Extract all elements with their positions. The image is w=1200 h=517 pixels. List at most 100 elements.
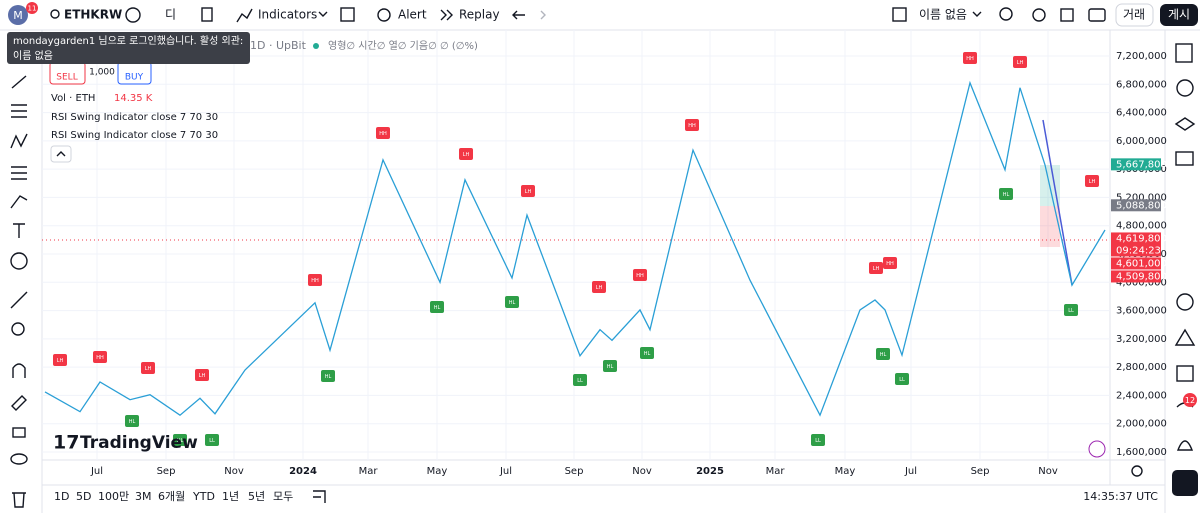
time-tick-label: 2024 xyxy=(289,466,317,477)
apps-button[interactable] xyxy=(1172,470,1198,496)
swing-marker xyxy=(505,296,519,308)
visibility[interactable] xyxy=(10,453,28,465)
swing-marker xyxy=(633,269,647,281)
interval[interactable]: 디 xyxy=(165,8,176,22)
time-tick-label: Mar xyxy=(766,466,786,477)
tooltip xyxy=(7,32,250,64)
volume-value: 14.35 K xyxy=(114,93,153,104)
swing-marker xyxy=(459,148,473,160)
pattern[interactable] xyxy=(10,133,28,149)
notifications[interactable] xyxy=(1176,440,1194,451)
trade-button[interactable] xyxy=(1115,3,1154,27)
publish-button[interactable] xyxy=(1160,4,1198,26)
swing-marker-label: LL xyxy=(899,377,905,383)
ruler[interactable] xyxy=(10,291,28,309)
quick-search[interactable] xyxy=(999,7,1013,21)
layers[interactable] xyxy=(1174,117,1196,131)
range-button[interactable]: 5년 xyxy=(248,490,265,503)
replay-icon xyxy=(440,9,453,21)
fullscreen[interactable] xyxy=(1060,8,1074,22)
zoom[interactable] xyxy=(11,322,25,336)
fib[interactable] xyxy=(11,104,27,118)
range-button[interactable]: 5D xyxy=(76,490,91,503)
target[interactable] xyxy=(1176,293,1194,311)
swing-marker xyxy=(195,369,209,381)
chevron xyxy=(972,11,982,17)
collapse-legend[interactable] xyxy=(50,145,72,163)
time-tick-label: Nov xyxy=(224,466,244,477)
trendline[interactable] xyxy=(11,75,27,89)
undo[interactable] xyxy=(512,10,525,20)
swing-marker xyxy=(869,262,883,274)
range-button[interactable]: 1년 xyxy=(222,490,239,503)
layout-name[interactable]: 이름 없음 xyxy=(919,8,967,22)
swing-marker xyxy=(321,370,335,382)
avatar[interactable] xyxy=(8,5,28,25)
swing-marker-label: HL xyxy=(607,364,614,370)
search-icon xyxy=(50,9,60,19)
date-range[interactable] xyxy=(313,490,326,503)
price-tick-label: 1,600,000 xyxy=(1116,447,1167,458)
watchlist[interactable] xyxy=(1175,43,1193,63)
trade-label: 거래 xyxy=(1123,8,1145,22)
price-tick-label: 2,800,000 xyxy=(1116,362,1167,373)
range-button[interactable]: 6개월 xyxy=(158,490,185,503)
settings[interactable] xyxy=(1032,8,1046,22)
price-badge-label: 4,601,000 xyxy=(1116,258,1167,269)
swing-marker xyxy=(1013,56,1027,68)
forecast[interactable] xyxy=(11,166,27,180)
swing-marker-label: LL xyxy=(577,378,583,384)
lock-draw[interactable] xyxy=(11,395,27,411)
templates[interactable] xyxy=(340,7,355,22)
sell-label: SELL xyxy=(56,73,77,83)
range-button[interactable]: 모두 xyxy=(273,490,293,503)
range-button[interactable]: 100만 xyxy=(98,490,129,503)
swing-marker xyxy=(376,127,390,139)
right-sidebar xyxy=(1174,43,1196,451)
swing-marker xyxy=(876,348,890,360)
axis-settings[interactable] xyxy=(1131,465,1143,477)
chevron xyxy=(318,11,328,17)
trash[interactable] xyxy=(12,492,26,508)
alert[interactable]: Alert xyxy=(398,8,427,22)
avatar-letter: M xyxy=(13,9,23,22)
indicator-legend: RSI Swing Indicator close 7 70 30 xyxy=(51,130,218,141)
alerts[interactable] xyxy=(1176,79,1194,97)
redo[interactable] xyxy=(540,10,546,20)
range-button[interactable]: 1D xyxy=(54,490,69,503)
swing-marker-label: HH xyxy=(379,131,387,137)
swing-marker-label: LH xyxy=(1089,179,1096,185)
price-tick-label: 4,800,000 xyxy=(1116,221,1167,232)
chart-type[interactable] xyxy=(201,7,213,22)
magnet[interactable] xyxy=(12,363,26,378)
lock[interactable] xyxy=(12,427,26,438)
symbol[interactable]: ETHKRW xyxy=(64,8,122,22)
swing-marker-label: LL xyxy=(1068,308,1074,314)
swing-marker-label: HL xyxy=(177,438,184,444)
range-button[interactable]: 3M xyxy=(135,490,152,503)
price-tick-label: 7,200,000 xyxy=(1116,51,1167,62)
swing-marker xyxy=(895,373,909,385)
brush[interactable] xyxy=(10,195,28,209)
add-symbol[interactable] xyxy=(125,7,141,23)
screenshot[interactable] xyxy=(1088,8,1106,22)
swing-marker-label: HL xyxy=(325,374,332,380)
price-badge-label: 4,619,800 xyxy=(1116,233,1167,244)
calendar[interactable] xyxy=(1176,365,1194,382)
text-tool[interactable] xyxy=(13,223,25,238)
events-icon[interactable] xyxy=(1088,440,1106,458)
swing-marker xyxy=(53,354,67,366)
time-tick-label: Jul xyxy=(499,466,512,477)
range-button[interactable]: YTD xyxy=(192,490,215,503)
price-tick-label: 4,000,000 xyxy=(1116,277,1167,288)
price-tick-label: 2,000,000 xyxy=(1116,419,1167,430)
swing-marker xyxy=(640,347,654,359)
emoji[interactable] xyxy=(10,252,28,270)
time-tick-label: 2025 xyxy=(696,466,724,477)
indicators[interactable]: Indicators xyxy=(258,8,317,22)
price-badge-label: 5,088,800 xyxy=(1116,200,1167,211)
replay[interactable]: Replay xyxy=(459,8,500,22)
swing-marker xyxy=(93,351,107,363)
ideas[interactable] xyxy=(1174,328,1196,346)
chat[interactable] xyxy=(1175,151,1194,166)
